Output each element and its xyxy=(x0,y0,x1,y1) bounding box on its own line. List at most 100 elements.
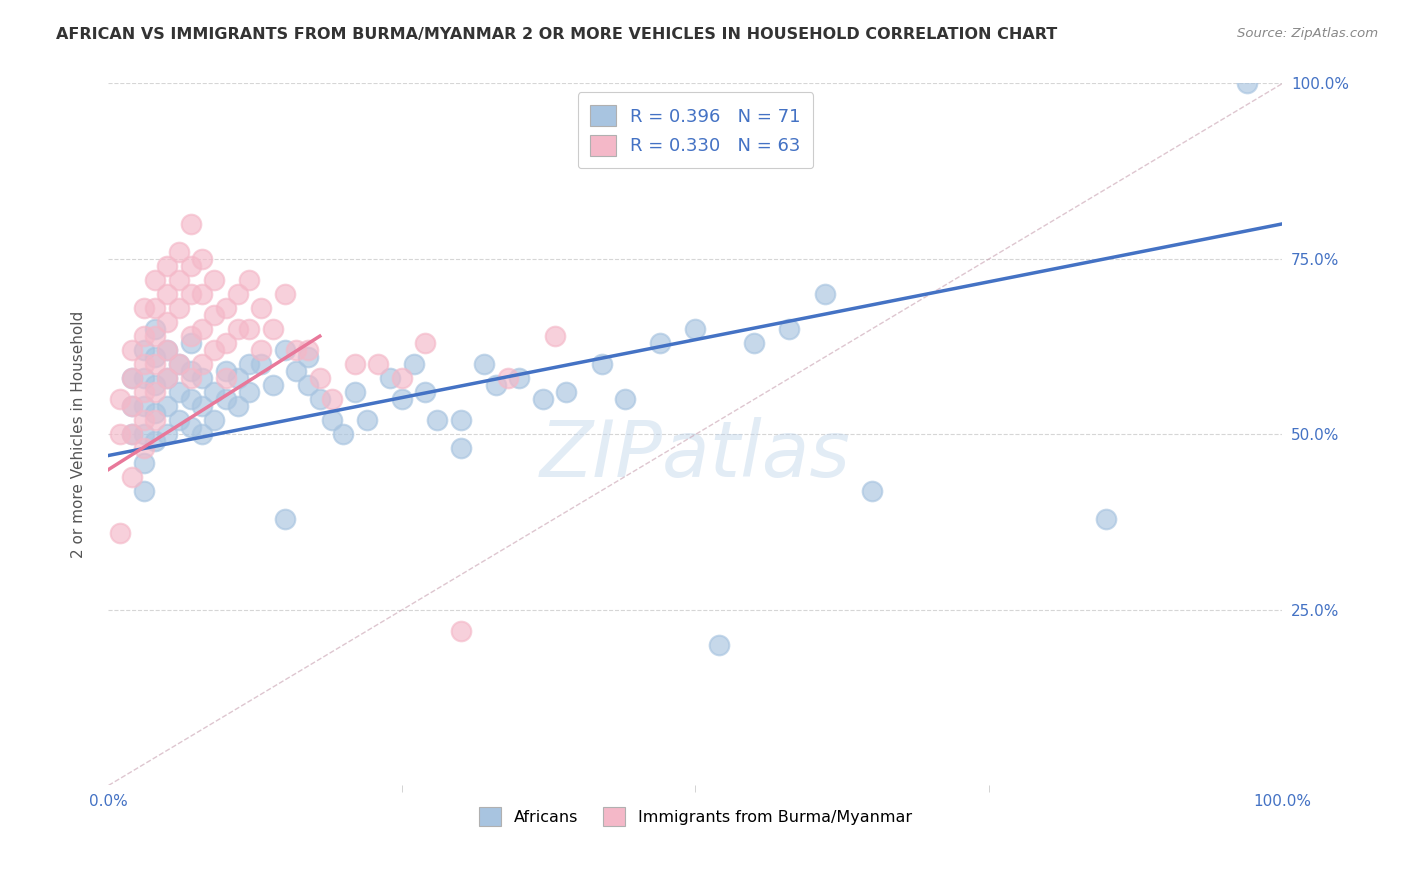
Immigrants from Burma/Myanmar xyxy=(145,329,167,343)
Immigrants from Burma/Myanmar xyxy=(321,392,343,407)
Immigrants from Burma/Myanmar xyxy=(108,392,131,407)
Immigrants from Burma/Myanmar xyxy=(191,357,214,371)
Africans xyxy=(132,343,155,358)
Africans xyxy=(202,385,225,400)
Text: Source: ZipAtlas.com: Source: ZipAtlas.com xyxy=(1237,27,1378,40)
Africans xyxy=(226,371,249,385)
Immigrants from Burma/Myanmar xyxy=(145,385,167,400)
Africans xyxy=(145,378,167,392)
Africans xyxy=(415,385,437,400)
Africans xyxy=(226,400,249,414)
Immigrants from Burma/Myanmar xyxy=(156,371,179,385)
Immigrants from Burma/Myanmar xyxy=(285,343,308,358)
Africans xyxy=(472,357,495,371)
Immigrants from Burma/Myanmar xyxy=(202,308,225,322)
Immigrants from Burma/Myanmar xyxy=(450,624,472,638)
Africans xyxy=(180,364,202,378)
Immigrants from Burma/Myanmar xyxy=(132,301,155,315)
Africans xyxy=(132,371,155,385)
Immigrants from Burma/Myanmar xyxy=(132,385,155,400)
Africans xyxy=(167,413,190,427)
Africans xyxy=(285,364,308,378)
Legend: Africans, Immigrants from Burma/Myanmar: Africans, Immigrants from Burma/Myanmar xyxy=(471,799,920,834)
Immigrants from Burma/Myanmar xyxy=(156,315,179,329)
Africans xyxy=(531,392,554,407)
Immigrants from Burma/Myanmar xyxy=(391,371,413,385)
Immigrants from Burma/Myanmar xyxy=(238,322,260,336)
Africans xyxy=(308,392,330,407)
Africans xyxy=(297,378,319,392)
Immigrants from Burma/Myanmar xyxy=(191,287,214,301)
Africans xyxy=(156,371,179,385)
Africans xyxy=(250,357,273,371)
Africans xyxy=(238,357,260,371)
Africans xyxy=(215,364,238,378)
Immigrants from Burma/Myanmar xyxy=(167,301,190,315)
Africans xyxy=(1095,511,1118,525)
Africans xyxy=(321,413,343,427)
Immigrants from Burma/Myanmar xyxy=(121,427,143,442)
Immigrants from Burma/Myanmar xyxy=(145,273,167,287)
Africans xyxy=(380,371,402,385)
Africans xyxy=(191,400,214,414)
Africans xyxy=(215,392,238,407)
Immigrants from Burma/Myanmar xyxy=(180,259,202,273)
Immigrants from Burma/Myanmar xyxy=(262,322,284,336)
Africans xyxy=(450,442,472,456)
Immigrants from Burma/Myanmar xyxy=(297,343,319,358)
Immigrants from Burma/Myanmar xyxy=(145,413,167,427)
Immigrants from Burma/Myanmar xyxy=(108,427,131,442)
Immigrants from Burma/Myanmar xyxy=(167,357,190,371)
Africans xyxy=(167,357,190,371)
Africans xyxy=(391,392,413,407)
Immigrants from Burma/Myanmar xyxy=(180,371,202,385)
Africans xyxy=(132,427,155,442)
Immigrants from Burma/Myanmar xyxy=(250,301,273,315)
Immigrants from Burma/Myanmar xyxy=(180,329,202,343)
Africans xyxy=(121,371,143,385)
Africans xyxy=(191,371,214,385)
Immigrants from Burma/Myanmar xyxy=(215,371,238,385)
Immigrants from Burma/Myanmar xyxy=(226,322,249,336)
Africans xyxy=(132,400,155,414)
Immigrants from Burma/Myanmar xyxy=(180,217,202,231)
Immigrants from Burma/Myanmar xyxy=(156,287,179,301)
Africans xyxy=(297,350,319,364)
Immigrants from Burma/Myanmar xyxy=(273,287,295,301)
Immigrants from Burma/Myanmar xyxy=(191,322,214,336)
Immigrants from Burma/Myanmar xyxy=(191,252,214,266)
Immigrants from Burma/Myanmar xyxy=(121,371,143,385)
Africans xyxy=(238,385,260,400)
Immigrants from Burma/Myanmar xyxy=(543,329,565,343)
Africans xyxy=(273,511,295,525)
Immigrants from Burma/Myanmar xyxy=(121,469,143,483)
Immigrants from Burma/Myanmar xyxy=(226,287,249,301)
Text: AFRICAN VS IMMIGRANTS FROM BURMA/MYANMAR 2 OR MORE VEHICLES IN HOUSEHOLD CORRELA: AFRICAN VS IMMIGRANTS FROM BURMA/MYANMAR… xyxy=(56,27,1057,42)
Africans xyxy=(156,400,179,414)
Africans xyxy=(860,483,883,498)
Immigrants from Burma/Myanmar xyxy=(308,371,330,385)
Africans xyxy=(555,385,578,400)
Africans xyxy=(121,427,143,442)
Africans xyxy=(191,427,214,442)
Africans xyxy=(167,385,190,400)
Immigrants from Burma/Myanmar xyxy=(215,336,238,351)
Africans xyxy=(262,378,284,392)
Africans xyxy=(650,336,672,351)
Africans xyxy=(156,343,179,358)
Immigrants from Burma/Myanmar xyxy=(156,259,179,273)
Africans xyxy=(273,343,295,358)
Africans xyxy=(485,378,508,392)
Africans xyxy=(402,357,425,371)
Africans xyxy=(156,427,179,442)
Immigrants from Burma/Myanmar xyxy=(180,287,202,301)
Africans xyxy=(1236,77,1258,91)
Immigrants from Burma/Myanmar xyxy=(415,336,437,351)
Africans xyxy=(591,357,613,371)
Immigrants from Burma/Myanmar xyxy=(132,413,155,427)
Immigrants from Burma/Myanmar xyxy=(156,343,179,358)
Africans xyxy=(508,371,530,385)
Africans xyxy=(332,427,354,442)
Immigrants from Burma/Myanmar xyxy=(132,442,155,456)
Immigrants from Burma/Myanmar xyxy=(250,343,273,358)
